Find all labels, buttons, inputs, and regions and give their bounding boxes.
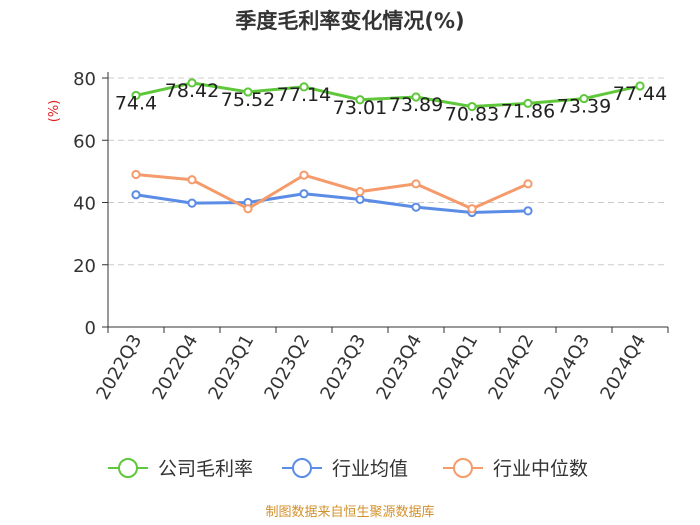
data-point	[467, 204, 477, 214]
data-label: 75.52	[221, 89, 275, 111]
data-label: 71.86	[501, 100, 555, 122]
x-tick-label: 2024Q2	[484, 331, 538, 403]
y-tick-label: 60	[73, 131, 96, 152]
x-tick-label: 2022Q3	[92, 331, 146, 403]
series-line	[134, 81, 642, 109]
data-point	[187, 78, 197, 88]
legend-entry: 行业均值	[332, 458, 408, 480]
x-tick-label: 2022Q4	[148, 331, 202, 403]
data-point	[131, 190, 141, 200]
axes	[102, 72, 669, 333]
data-point	[131, 169, 141, 180]
series-line	[134, 192, 530, 214]
data-label: 77.44	[613, 83, 667, 105]
legend-swatch-marker	[292, 458, 312, 478]
legend-swatch-marker	[453, 458, 473, 478]
y-tick-labels: 0 20 40 60 80	[73, 69, 96, 339]
series-lines	[131, 78, 645, 218]
data-point	[523, 98, 533, 108]
data-point	[187, 175, 197, 185]
data-label: 73.89	[389, 94, 443, 116]
data-label: 78.42	[165, 80, 219, 102]
data-point	[523, 179, 533, 189]
x-tick-label: 2023Q2	[260, 331, 314, 403]
data-point	[411, 202, 421, 212]
series-line	[134, 172, 530, 211]
data-point	[355, 194, 365, 204]
legend-swatch-marker	[118, 458, 138, 478]
data-point	[411, 179, 421, 189]
data-point	[187, 198, 197, 208]
data-point	[355, 187, 365, 197]
data-label: 73.01	[333, 97, 387, 119]
data-point	[635, 81, 645, 91]
x-tick-label: 2024Q4	[596, 331, 650, 403]
data-point	[523, 206, 533, 216]
data-point	[467, 101, 477, 112]
y-tick-label: 0	[85, 318, 96, 339]
source-note: 制图数据来自恒生聚源数据库	[265, 504, 434, 520]
chart-title: 季度毛利率变化情况(%)	[235, 9, 464, 33]
x-tick-label: 2023Q1	[204, 331, 258, 403]
data-label: 74.4	[115, 92, 157, 114]
y-tick-label: 20	[73, 256, 96, 277]
legend-entry: 公司毛利率	[158, 458, 253, 480]
y-axis-label: (%)	[47, 100, 62, 123]
data-point	[579, 93, 589, 104]
y-tick-label: 40	[73, 194, 96, 215]
y-tick-label: 80	[73, 69, 96, 90]
data-label: 73.39	[557, 96, 611, 118]
data-point	[411, 92, 421, 102]
data-point	[299, 170, 309, 180]
data-point	[299, 82, 309, 92]
data-label: 77.14	[277, 84, 331, 106]
x-tick-label: 2024Q3	[540, 331, 594, 403]
data-point	[243, 204, 253, 214]
x-tick-label: 2023Q4	[372, 331, 426, 403]
x-tick-label: 2024Q1	[428, 331, 482, 403]
x-tick-label: 2023Q3	[316, 331, 370, 403]
data-point	[243, 87, 253, 97]
data-label: 70.83	[445, 104, 499, 126]
x-tick-labels: 2022Q3 2022Q4 2023Q1 2023Q2 2023Q3 2023Q4 2024…	[92, 331, 650, 403]
data-point	[299, 189, 309, 199]
data-point	[355, 95, 365, 105]
data-point	[131, 90, 141, 101]
legend: 公司毛利率 行业均值 行业中位数	[108, 458, 588, 480]
legend-entry: 行业中位数	[493, 458, 588, 480]
